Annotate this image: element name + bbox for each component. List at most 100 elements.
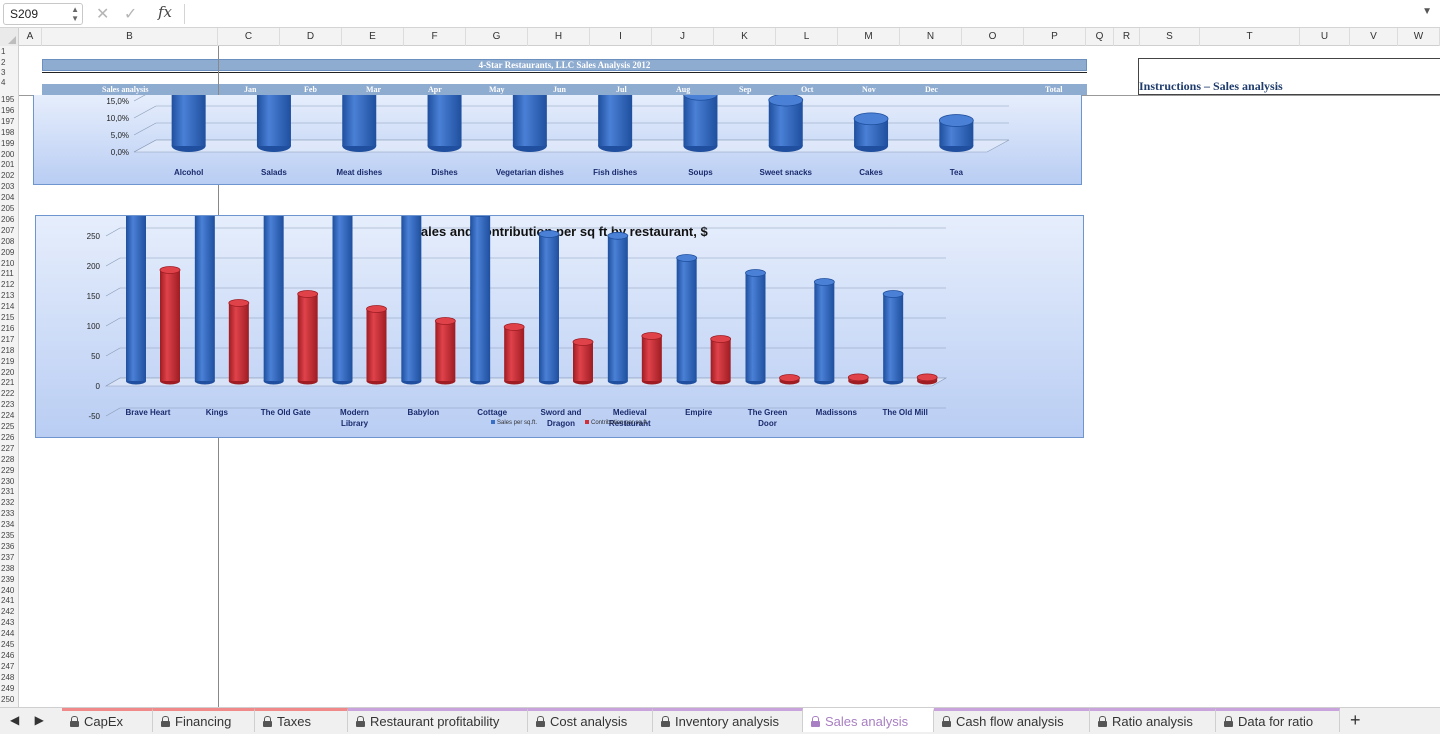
column-header-t[interactable]: T <box>1200 28 1300 46</box>
row-header-213[interactable]: 213 <box>1 291 15 301</box>
column-header-s[interactable]: S <box>1140 28 1200 46</box>
row-header-235[interactable]: 235 <box>1 531 15 540</box>
chart1-bar[interactable] <box>683 95 718 152</box>
row-header-224[interactable]: 224 <box>1 411 15 421</box>
chart2-bar-contribution[interactable] <box>572 338 594 385</box>
chart2-bar-sales[interactable] <box>401 216 422 385</box>
row-header-242[interactable]: 242 <box>1 607 15 617</box>
row-header-216[interactable]: 216 <box>1 323 15 333</box>
chart2-bar-contribution[interactable] <box>916 373 938 385</box>
row-header-249[interactable]: 249 <box>1 683 15 693</box>
row-header-206[interactable]: 206 <box>1 214 15 224</box>
tab-restaurant-profitability[interactable]: Restaurant profitability <box>348 708 528 732</box>
chart1-bar[interactable] <box>598 95 633 152</box>
tab-taxes[interactable]: Taxes <box>255 708 348 732</box>
column-header-p[interactable]: P <box>1024 28 1086 46</box>
column-header-w[interactable]: W <box>1398 28 1440 46</box>
chart2-bar-sales[interactable] <box>676 254 698 385</box>
chart2-bar-sales[interactable] <box>745 269 766 385</box>
chart2-bar-contribution[interactable] <box>710 335 732 385</box>
column-header-c[interactable]: C <box>218 28 280 46</box>
row-header-231[interactable]: 231 <box>1 487 15 497</box>
row-header-1[interactable]: 1 <box>1 47 6 56</box>
row-header-237[interactable]: 237 <box>1 552 15 562</box>
column-header-e[interactable]: E <box>342 28 404 46</box>
chart1-bar[interactable] <box>256 95 291 152</box>
tab-inventory-analysis[interactable]: Inventory analysis <box>653 708 803 732</box>
chart2-bar-sales[interactable] <box>263 216 284 385</box>
row-header-214[interactable]: 214 <box>1 302 15 312</box>
column-header-k[interactable]: K <box>714 28 776 46</box>
formula-input[interactable] <box>192 6 1412 22</box>
row-header-203[interactable]: 203 <box>1 182 15 192</box>
row-header-219[interactable]: 219 <box>1 356 15 366</box>
chart2-bar-contribution[interactable] <box>503 323 525 385</box>
row-header-246[interactable]: 246 <box>1 650 15 660</box>
tab-sales-analysis[interactable]: Sales analysis <box>803 708 934 732</box>
row-header-247[interactable]: 247 <box>1 661 15 671</box>
row-header-229[interactable]: 229 <box>1 465 15 475</box>
row-header-215[interactable]: 215 <box>1 313 15 322</box>
chart2-bar-sales[interactable] <box>470 216 491 385</box>
chart2-bar-contribution[interactable] <box>779 374 800 385</box>
column-header-u[interactable]: U <box>1300 28 1350 46</box>
sheet-title[interactable]: 4-Star Restaurants, LLC Sales Analysis 2… <box>42 59 1087 71</box>
chart2-bar-sales[interactable] <box>538 230 560 385</box>
row-header-243[interactable]: 243 <box>1 618 15 628</box>
row-header-227[interactable]: 227 <box>1 443 15 453</box>
row-header-209[interactable]: 209 <box>1 247 15 257</box>
formula-expand-icon[interactable]: ▼ <box>1422 6 1432 17</box>
confirm-icon[interactable]: ✓ <box>123 6 138 23</box>
row-header-2[interactable]: 2 <box>1 58 6 67</box>
chart2-bar-contribution[interactable] <box>297 290 319 385</box>
chart1-bar[interactable] <box>938 114 974 152</box>
chart2-bar-sales[interactable] <box>882 290 904 385</box>
tab-financing[interactable]: Financing <box>153 708 255 732</box>
row-header-208[interactable]: 208 <box>1 236 15 246</box>
row-header-210[interactable]: 210 <box>1 258 15 268</box>
row-header-222[interactable]: 222 <box>1 389 15 399</box>
row-header-199[interactable]: 199 <box>1 138 15 148</box>
chart1-bar[interactable] <box>853 112 889 152</box>
chart1-bar[interactable] <box>171 95 206 152</box>
row-header-200[interactable]: 200 <box>1 149 15 159</box>
chart1-bar[interactable] <box>768 95 804 152</box>
column-header-q[interactable]: Q <box>1086 28 1114 46</box>
row-header-226[interactable]: 226 <box>1 432 15 442</box>
row-header-205[interactable]: 205 <box>1 204 15 213</box>
next-sheet-icon[interactable]: ▶ <box>34 713 44 727</box>
chart2-bar-contribution[interactable] <box>366 305 387 385</box>
row-header-3[interactable]: 3 <box>1 68 6 77</box>
row-header-238[interactable]: 238 <box>1 563 15 573</box>
row-header-221[interactable]: 221 <box>1 378 15 388</box>
chart1-bar[interactable] <box>342 95 377 152</box>
row-header-234[interactable]: 234 <box>1 520 15 530</box>
row-header-197[interactable]: 197 <box>1 116 15 126</box>
row-header-198[interactable]: 198 <box>1 127 15 137</box>
column-header-n[interactable]: N <box>900 28 962 46</box>
select-all-corner[interactable] <box>0 28 19 46</box>
row-header-233[interactable]: 233 <box>1 509 15 519</box>
tab-ratio-analysis[interactable]: Ratio analysis <box>1090 708 1216 732</box>
restaurant-sales-chart[interactable]: Sales and contribution per sq ft by rest… <box>35 215 1084 438</box>
row-header-236[interactable]: 236 <box>1 541 15 551</box>
chart2-bar-contribution[interactable] <box>847 373 869 385</box>
row-header-4[interactable]: 4 <box>1 78 6 87</box>
name-box-spinner-icon[interactable]: ▲ ▼ <box>71 5 79 23</box>
chart2-bar-contribution[interactable] <box>228 299 250 385</box>
chart2-bar-sales[interactable] <box>607 231 629 385</box>
column-header-d[interactable]: D <box>280 28 342 46</box>
column-header-h[interactable]: H <box>528 28 590 46</box>
prev-sheet-icon[interactable]: ◀ <box>10 713 20 727</box>
row-header-217[interactable]: 217 <box>1 334 15 344</box>
column-header-j[interactable]: J <box>652 28 714 46</box>
instructions-box[interactable] <box>1138 58 1440 95</box>
row-header-228[interactable]: 228 <box>1 454 15 464</box>
row-header-207[interactable]: 207 <box>1 225 15 235</box>
tab-cash-flow-analysis[interactable]: Cash flow analysis <box>934 708 1090 732</box>
chart2-bar-contribution[interactable] <box>434 317 456 385</box>
row-header-230[interactable]: 230 <box>1 476 15 486</box>
add-sheet-icon[interactable]: + <box>1350 710 1361 730</box>
row-header-212[interactable]: 212 <box>1 280 15 290</box>
